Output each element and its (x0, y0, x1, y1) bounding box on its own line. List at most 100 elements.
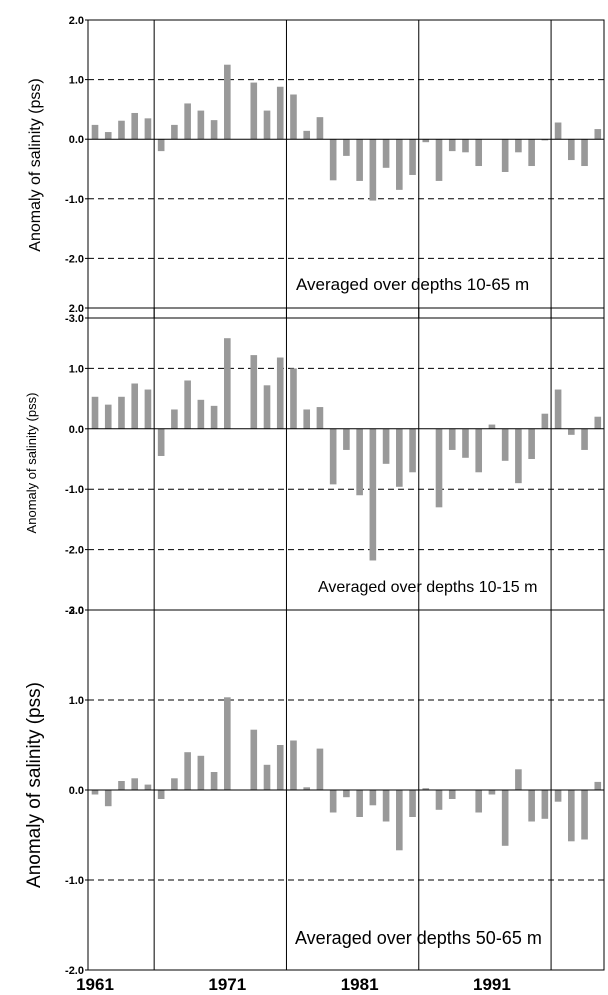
bar (144, 118, 152, 140)
bar (224, 338, 231, 429)
bar (369, 139, 377, 201)
depth-annotation: Averaged over depths 10-65 m (296, 275, 529, 294)
y-tick-label: 2.0 (69, 303, 84, 315)
y-tick-label: 2.0 (69, 605, 84, 617)
panel-50-65m: 2.0 1.0 0.0 -1.0 -2.0 Anomaly of salinity (p… (24, 605, 605, 977)
bar (541, 413, 549, 429)
bar (568, 790, 575, 842)
y-tick-label: 0.0 (69, 785, 84, 797)
bar (224, 64, 231, 140)
bar (475, 790, 483, 813)
bar (528, 139, 535, 167)
bar (316, 407, 324, 429)
bar (448, 790, 456, 799)
bar (144, 389, 152, 429)
bar (210, 405, 218, 429)
bar (91, 396, 99, 429)
bar (197, 755, 205, 790)
bar (501, 790, 509, 846)
bar (409, 428, 416, 473)
bar (422, 788, 430, 790)
bar (554, 389, 562, 429)
x-tick-label: 1991 (473, 975, 511, 994)
bar (131, 778, 139, 790)
y-tick-label: -2.0 (65, 253, 84, 265)
bar (515, 428, 522, 484)
bar (104, 404, 112, 429)
panel-10-65m: 2.0 1.0 0.0 -1.0 -2.0 -3.0 Anomaly of salinit… (27, 15, 605, 325)
bar (435, 428, 443, 508)
bar (409, 790, 416, 817)
bar (554, 122, 562, 140)
bar (541, 139, 549, 141)
bar (409, 139, 416, 175)
bar (382, 139, 390, 168)
bar (594, 781, 602, 790)
x-tick-label: 1971 (208, 975, 246, 994)
bar (171, 409, 178, 429)
bar (290, 740, 297, 790)
bar (276, 745, 284, 790)
bar (448, 428, 456, 450)
bar (303, 130, 311, 140)
bar (462, 139, 469, 153)
bar (250, 355, 258, 429)
y-tick-label: 0.0 (69, 134, 84, 146)
bar (144, 784, 152, 790)
y-tick-label: -2.0 (65, 545, 84, 557)
bar (581, 790, 588, 840)
bar (356, 428, 363, 496)
bar (104, 132, 112, 140)
y-tick-label: -2.0 (65, 965, 84, 977)
bar (462, 428, 469, 458)
bar (475, 428, 483, 473)
bar (184, 103, 191, 140)
y-axis-label: Anomaly of salinity (pss) (27, 78, 44, 251)
bar (184, 752, 191, 790)
bar (131, 383, 139, 429)
bar (104, 790, 112, 807)
bar (422, 139, 430, 143)
bar (276, 86, 284, 140)
bar (501, 139, 509, 172)
bar (581, 428, 588, 450)
bar (448, 139, 456, 152)
y-tick-label: 1.0 (69, 75, 84, 87)
bar (396, 139, 403, 190)
bar (171, 778, 178, 790)
y-tick-label: -1.0 (65, 875, 84, 887)
bar (369, 790, 377, 806)
bar (316, 117, 324, 140)
bar (343, 428, 350, 450)
bar (554, 790, 562, 802)
bar (541, 790, 549, 819)
bar (382, 428, 390, 464)
bar (528, 428, 535, 459)
bar (118, 396, 125, 429)
bar (369, 428, 377, 561)
bar (91, 124, 99, 140)
bar (263, 764, 271, 790)
bar (303, 409, 311, 429)
bar (210, 120, 218, 140)
bar (568, 428, 575, 435)
depth-annotation: Averaged over depths 10-15 m (318, 579, 537, 596)
bar (435, 139, 443, 181)
bar (210, 772, 218, 790)
bar (131, 112, 139, 140)
bar (171, 124, 178, 140)
bar (515, 139, 522, 153)
bar (290, 368, 297, 429)
y-tick-label: 2.0 (69, 15, 84, 27)
bar (118, 781, 125, 790)
y-tick-label: 1.0 (69, 363, 84, 375)
bar (475, 139, 483, 167)
bar (329, 790, 337, 813)
bar (594, 129, 602, 140)
y-tick-label: -1.0 (65, 484, 84, 496)
bar (118, 120, 125, 140)
bar (356, 790, 363, 817)
bar (396, 428, 403, 487)
bar (356, 139, 363, 181)
